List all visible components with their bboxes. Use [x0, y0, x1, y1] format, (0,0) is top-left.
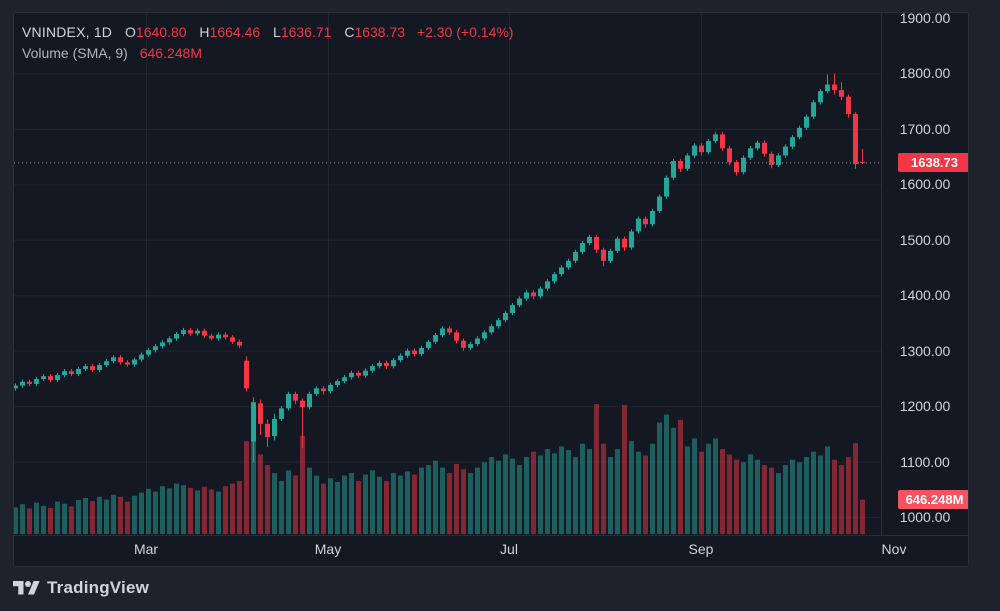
- price-axis-label: 1200.00: [899, 398, 951, 415]
- time-axis-label: Nov: [881, 541, 907, 557]
- price-axis-label: 1000.00: [899, 509, 951, 525]
- last-price-badge: 1638.73: [898, 153, 968, 173]
- low-value: 1636.71: [280, 24, 332, 40]
- price-axis-label: 1400.00: [899, 287, 951, 304]
- high-value: 1664.46: [209, 24, 261, 40]
- legend[interactable]: VNINDEX, 1D O1640.80 H1664.46 L1636.71 C…: [22, 22, 513, 64]
- tradingview-brand-text[interactable]: TradingView: [47, 578, 150, 597]
- legend-ohlc-row: VNINDEX, 1D O1640.80 H1664.46 L1636.71 C…: [22, 22, 513, 43]
- price-axis-label: 1900.00: [899, 12, 951, 26]
- close-label: C: [344, 24, 355, 40]
- low-label: L: [273, 24, 281, 40]
- legend-volume-row: Volume (SMA, 9) 646.248M: [22, 43, 513, 64]
- price-axis-label: 1300.00: [899, 342, 951, 359]
- close-value: 1638.73: [354, 24, 406, 40]
- price-axis-label: 1500.00: [899, 231, 951, 248]
- footer: TradingView: [13, 573, 149, 603]
- high-label: H: [199, 24, 210, 40]
- price-axis-separator: [881, 13, 882, 535]
- tradingview-logo-icon[interactable]: [13, 578, 40, 599]
- change-value: +2.30 (+0.14%): [416, 24, 514, 40]
- time-axis-label: Mar: [133, 541, 159, 557]
- price-axis-label: 1100.00: [900, 453, 950, 470]
- last-volume-badge: 646.248M: [898, 490, 968, 510]
- candlestick-chart-canvas[interactable]: [14, 13, 881, 535]
- chart-widget[interactable]: 1000.00 1100.00 1200.00 1300.00 1400.00 1500.…: [13, 12, 969, 567]
- symbol-title[interactable]: VNINDEX, 1D: [22, 24, 113, 40]
- price-axis-label: 1700.00: [899, 120, 951, 137]
- time-axis-label: May: [314, 541, 342, 557]
- price-axis-label: 1800.00: [899, 65, 951, 82]
- volume-indicator-value: 646.248M: [139, 45, 202, 61]
- time-axis-label: Jul: [500, 541, 518, 557]
- price-axis-label: 1600.00: [899, 176, 951, 193]
- volume-indicator-label[interactable]: Volume (SMA, 9): [22, 45, 128, 61]
- open-label: O: [125, 24, 136, 40]
- open-value: 1640.80: [135, 24, 187, 40]
- time-axis-label: Sep: [688, 541, 714, 557]
- time-axis-separator: [14, 535, 968, 536]
